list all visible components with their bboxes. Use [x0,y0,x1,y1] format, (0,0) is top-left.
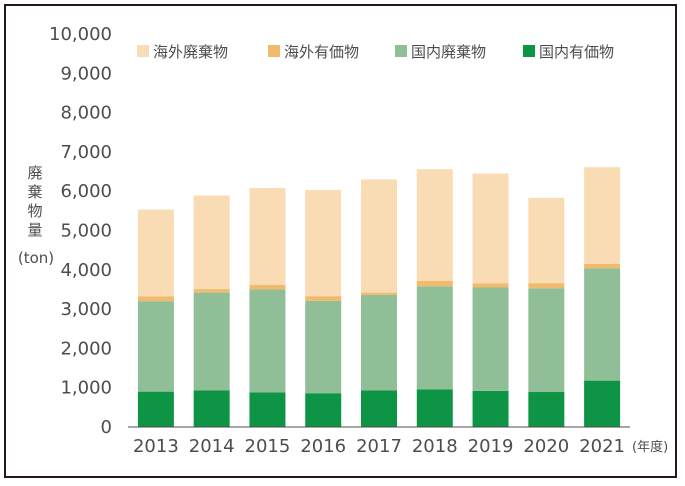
bar-segment [137,301,174,392]
bar-segment [361,390,397,427]
y-tick-label: 7,000 [60,142,112,163]
bar-segment [305,296,342,301]
legend-swatch [137,45,149,57]
y-tick-label: 10,000 [49,24,112,45]
bar-segment [193,292,230,391]
x-tick-label: 2016 [300,436,346,457]
y-label-char: 廃 [27,164,42,182]
x-tick-label: 2020 [523,436,569,457]
bar-segment [584,268,621,381]
bar-segment [416,169,453,281]
x-unit-label: (年度) [632,439,668,455]
bar-segment [584,263,621,269]
y-label-char: 棄 [27,183,42,201]
y-unit-label: (ton) [18,249,54,267]
y-tick-label: 6,000 [60,181,112,202]
bar-segment [528,283,565,289]
bar-segment [361,294,397,391]
x-tick-label: 2019 [468,436,514,457]
bar-segment [249,392,286,427]
y-tick-label: 5,000 [60,221,112,242]
y-axis: 0 1,000 2,000 3,000 4,000 5,000 6,000 7,000 8,00… [49,24,112,438]
bar-segment [249,289,286,393]
legend: 海外廃棄物 海外有価物 国内廃棄物 国内有価物 [137,43,614,61]
bar-segment [305,393,342,427]
bar-segment [193,289,230,293]
bar-segment [416,280,453,287]
y-label-char: 量 [27,221,42,239]
legend-swatch [395,45,407,57]
legend-label: 国内有価物 [539,43,614,61]
bar-segment [472,173,509,284]
bar-segment [137,296,174,302]
y-tick-label: 3,000 [60,299,112,320]
bar-segment [584,380,621,427]
y-tick-label: 8,000 [60,103,112,124]
bar-segment [193,390,230,427]
bar-segment [137,391,174,427]
bar-segment [305,300,342,394]
x-tick-label: 2015 [245,436,291,457]
x-axis: 2013 2014 2015 2016 2017 2018 2019 2020 2021 (年度) [128,426,668,457]
legend-label: 海外廃棄物 [153,43,228,61]
legend-label: 国内廃棄物 [411,43,486,61]
bar-segment [528,392,565,427]
x-tick-label: 2013 [133,436,179,457]
y-tick-label: 4,000 [60,260,112,281]
bar-segment [472,287,509,391]
bar-segment [249,188,286,285]
legend-swatch [268,45,280,57]
y-tick-label: 9,000 [60,63,112,84]
legend-label: 海外有価物 [284,43,359,61]
x-tick-label: 2018 [412,436,458,457]
bar-segment [193,195,230,290]
x-tick-label: 2014 [189,436,235,457]
x-tick-label: 2017 [356,436,402,457]
y-label-char: 物 [27,202,42,220]
bar-segment [528,197,565,284]
bar-segment [472,283,509,288]
y-tick-label: 1,000 [60,378,112,399]
bar-segment [305,190,342,297]
bar-segment [361,179,397,293]
x-tick-label: 2021 [579,436,625,457]
bar-segment [361,292,397,295]
bar-segment [472,390,509,427]
legend-swatch [523,45,535,57]
bars [137,167,621,427]
bar-segment [528,288,565,393]
bar-segment [416,389,453,427]
bar-segment [137,209,174,297]
y-tick-label: 0 [101,417,112,438]
bar-segment [249,284,286,290]
bar-segment [584,167,621,264]
y-tick-label: 2,000 [60,338,112,359]
bar-segment [416,286,453,390]
